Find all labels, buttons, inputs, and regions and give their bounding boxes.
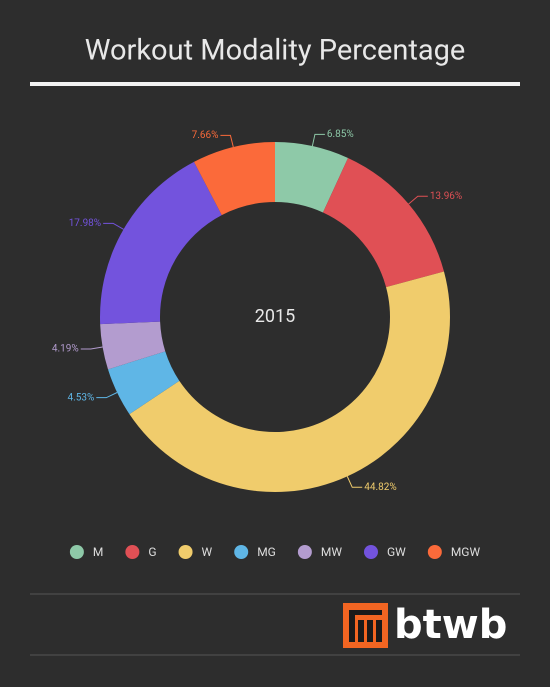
data-label: 13.96% [430, 191, 462, 202]
donut-slice [100, 161, 222, 325]
label-leader [96, 392, 118, 399]
data-label: 7.66% [192, 130, 219, 141]
data-label: 4.19% [52, 344, 79, 355]
legend-label: M [93, 545, 103, 559]
label-leader [220, 134, 234, 148]
donut-slice [108, 351, 180, 415]
legend-marker [69, 545, 84, 559]
title-rule [30, 82, 520, 86]
data-label: 17.98% [69, 218, 101, 229]
legend-label: MG [257, 545, 276, 559]
label-leader [408, 195, 428, 205]
chart-title: Workout Modality Percentage [85, 34, 466, 68]
legend-label: GW [387, 545, 406, 559]
label-leader [103, 222, 124, 230]
donut-slice [193, 142, 275, 216]
center-label: 2015 [255, 306, 295, 327]
label-leader [80, 346, 103, 350]
legend-label: W [202, 545, 213, 559]
logo-icon [343, 603, 388, 648]
legend-marker [297, 545, 312, 559]
donut-slice [129, 271, 450, 492]
donut-slice [275, 142, 349, 213]
legend-marker [234, 545, 249, 559]
label-leader [311, 133, 325, 147]
legend-label: MW [321, 545, 342, 559]
legend-marker [125, 545, 140, 559]
label-leader [346, 476, 363, 488]
data-label: 44.82% [364, 482, 396, 493]
logo-text: btwb [394, 602, 507, 648]
legend-marker [427, 545, 442, 559]
legend-marker [363, 545, 378, 559]
legend-label: G [148, 545, 156, 559]
data-label: 6.85% [327, 129, 354, 140]
data-label: 4.53% [67, 392, 94, 403]
legend-marker [178, 545, 193, 559]
donut-slice [100, 321, 166, 370]
donut-slice [322, 157, 444, 288]
legend-label: MGW [451, 545, 481, 559]
